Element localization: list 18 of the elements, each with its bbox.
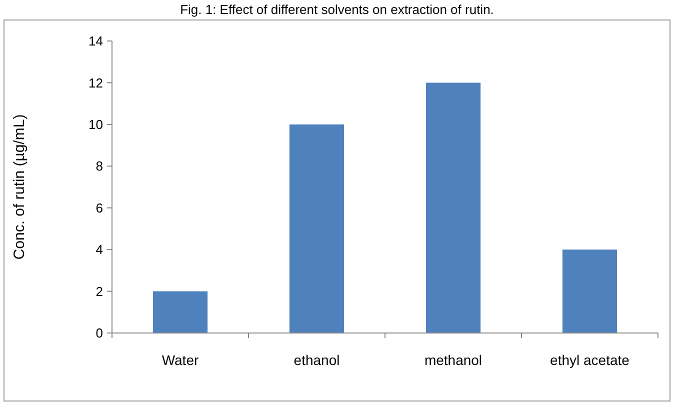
bar bbox=[426, 82, 481, 333]
x-tick-label: ethanol bbox=[294, 352, 340, 368]
bar bbox=[562, 250, 618, 333]
y-tick-label: 6 bbox=[96, 200, 103, 216]
y-tick-label: 4 bbox=[96, 242, 103, 258]
y-axis-title: Conc. of rutin (µg/mL) bbox=[11, 114, 28, 260]
x-tick-label: ethyl acetate bbox=[550, 352, 630, 368]
bar bbox=[289, 124, 344, 333]
chart-title: Fig. 1: Effect of different solvents on extraction of rutin. bbox=[180, 2, 494, 17]
y-tick-label: 12 bbox=[88, 75, 103, 90]
x-tick-label: Water bbox=[162, 352, 199, 368]
y-tick-label: 8 bbox=[96, 158, 103, 174]
y-tick-label: 14 bbox=[88, 34, 103, 49]
y-tick-label: 0 bbox=[96, 326, 103, 341]
bar bbox=[152, 291, 208, 333]
y-tick-label: 10 bbox=[88, 116, 103, 132]
x-tick-label: methanol bbox=[424, 352, 482, 368]
y-tick-label: 2 bbox=[96, 284, 103, 299]
